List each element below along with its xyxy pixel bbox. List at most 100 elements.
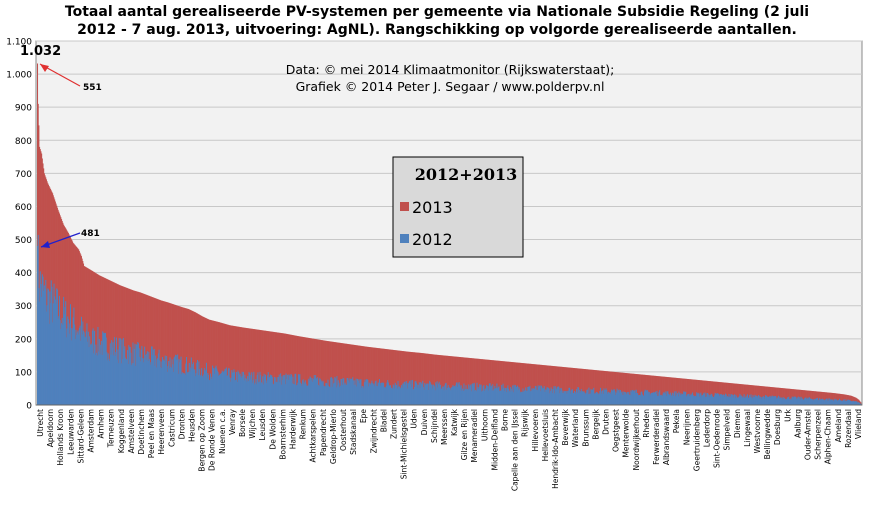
bar-2012: [705, 396, 707, 405]
bar-2012: [576, 389, 578, 405]
bar-2013: [303, 337, 305, 405]
bar-2013: [334, 342, 336, 405]
bar-2012: [79, 325, 81, 405]
x-tick-label: Geertruidenberg: [692, 409, 701, 471]
x-tick-label: Gilze en Rijen: [460, 409, 469, 461]
bar-2012: [193, 369, 195, 405]
bar-2012: [762, 397, 764, 405]
bar-2012: [605, 388, 607, 405]
bar-2013: [164, 301, 166, 405]
bar-2013: [118, 284, 120, 405]
bar-2013: [353, 344, 355, 405]
bar-2013: [319, 339, 321, 405]
bar-2013: [123, 286, 125, 405]
bar-2012: [422, 387, 424, 405]
bar-2013: [221, 322, 223, 405]
bar-2013: [509, 361, 511, 405]
bar-2013: [282, 333, 284, 405]
bar-2013: [515, 362, 517, 405]
x-tick-label: Druten: [602, 409, 611, 435]
bar-2012: [519, 392, 521, 405]
bar-2012: [552, 389, 554, 405]
bar-2013: [562, 366, 564, 405]
bar-2012: [181, 374, 183, 405]
bar-2012: [625, 392, 627, 405]
bar-2013: [380, 348, 382, 405]
bar-2012: [516, 386, 518, 405]
bar-2012: [749, 396, 751, 405]
bar-2012: [730, 393, 732, 405]
series-2012-bars: [37, 234, 862, 405]
bar-2012: [752, 395, 754, 405]
bar-2012: [245, 378, 247, 405]
bar-2012: [61, 317, 63, 405]
bar-2012: [348, 382, 350, 405]
bar-2013: [513, 362, 515, 405]
bar-2013: [262, 330, 264, 405]
bar-2012: [856, 402, 858, 405]
bar-2012: [846, 399, 848, 405]
bar-2013: [400, 350, 402, 405]
bar-2012: [57, 316, 59, 405]
bar-2012: [170, 366, 172, 405]
bar-2012: [812, 399, 814, 405]
bar-2013: [117, 284, 119, 405]
bar-2012: [350, 378, 352, 405]
bar-2012: [765, 395, 767, 405]
bar-2012: [512, 392, 514, 405]
bar-2012: [804, 398, 806, 405]
bar-2012: [114, 355, 116, 405]
bar-2013: [761, 386, 763, 405]
bar-2013: [333, 341, 335, 405]
bar-2013: [379, 348, 381, 405]
bar-2012: [159, 367, 161, 405]
bar-2012: [641, 394, 643, 405]
bar-2012: [179, 362, 181, 405]
bar-2013: [315, 339, 317, 405]
x-tick-label: Wijchen: [248, 409, 257, 439]
bar-2013: [448, 355, 450, 405]
bar-2013: [735, 383, 737, 405]
bar-2012: [150, 346, 153, 405]
bar-2013: [179, 306, 181, 405]
bar-2012: [229, 377, 231, 405]
bar-2012: [62, 324, 64, 405]
bar-2012: [766, 395, 768, 405]
bar-2012: [413, 388, 415, 405]
bar-2012: [137, 341, 139, 405]
bar-2013: [678, 378, 680, 405]
bar-2012: [219, 373, 221, 405]
bar-2012: [325, 383, 327, 405]
bar-2013: [413, 352, 416, 405]
bar-2013: [344, 343, 346, 405]
bar-2013: [637, 374, 639, 405]
bar-2012: [50, 303, 52, 405]
bar-2013: [159, 299, 161, 405]
bar-2012: [771, 395, 773, 405]
bar-2013: [309, 338, 311, 405]
bar-2013: [718, 381, 720, 405]
bar-2012: [286, 374, 288, 405]
bar-2013: [768, 386, 770, 405]
bar-2013: [685, 378, 687, 405]
bar-2012: [837, 400, 839, 405]
bar-2012: [290, 374, 292, 405]
bar-2012: [799, 399, 801, 405]
bar-2013: [224, 323, 226, 405]
bar-2012: [784, 397, 786, 405]
x-tick-label: Sittard-Geleen: [76, 409, 85, 464]
bar-2013: [328, 341, 330, 405]
bar-2012: [297, 374, 299, 405]
bar-2013: [737, 383, 739, 405]
bar-2012: [556, 386, 558, 405]
bar-2012: [394, 388, 396, 405]
bar-2012: [557, 386, 559, 405]
bar-2013: [839, 393, 841, 405]
bar-2012: [663, 392, 665, 405]
bar-2012: [606, 390, 608, 405]
bar-2013: [481, 359, 483, 405]
bar-2013: [631, 373, 633, 405]
bar-2013: [717, 381, 719, 405]
bar-2012: [676, 393, 679, 405]
bar-2013: [352, 344, 354, 405]
